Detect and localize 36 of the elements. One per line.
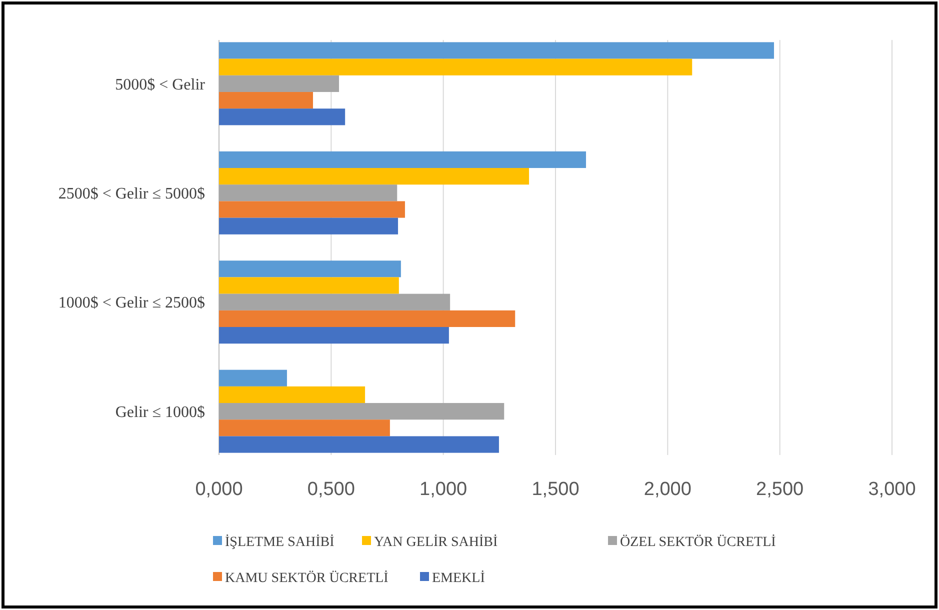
y-tick-label: 2500$ < Gelir ≤ 5000$ — [58, 185, 205, 202]
bar — [219, 92, 313, 109]
legend-label: YAN GELİR SAHİBİ — [374, 534, 498, 550]
y-tick-label: 5000$ < Gelir — [115, 76, 206, 94]
bar — [219, 310, 516, 328]
bar — [219, 277, 399, 294]
x-tick-label: 3,000 — [868, 479, 916, 500]
x-tick-label: 2,000 — [644, 479, 692, 500]
bar — [219, 370, 287, 386]
bar — [219, 420, 390, 436]
bar — [219, 42, 774, 59]
bar — [219, 201, 405, 218]
x-tick-label: 1,500 — [532, 479, 580, 500]
bar — [219, 436, 499, 453]
bar — [219, 75, 340, 92]
bar — [219, 168, 530, 185]
bar — [219, 108, 346, 126]
legend-label: KAMU SEKTÖR ÜCRETLİ — [225, 570, 389, 586]
bar — [219, 327, 449, 344]
bar — [219, 218, 398, 234]
bar — [219, 386, 366, 404]
bar — [219, 184, 398, 202]
bar — [219, 294, 450, 310]
legend-label: EMEKLİ — [432, 570, 486, 586]
x-tick-label: 0,000 — [195, 479, 243, 500]
bar — [219, 151, 586, 168]
bar — [219, 58, 692, 76]
legend-label: İŞLETME SAHİBİ — [225, 534, 335, 550]
y-tick-label: Gelir ≤ 1000$ — [115, 404, 205, 421]
bar — [219, 403, 504, 420]
legend-label: ÖZEL SEKTÖR ÜCRETLİ — [620, 534, 776, 550]
x-tick-label: 1,000 — [420, 479, 468, 500]
bar — [219, 260, 401, 278]
x-tick-label: 2,500 — [756, 479, 804, 500]
x-tick-label: 0,500 — [307, 479, 355, 500]
y-tick-label: 1000$ < Gelir ≤ 2500$ — [58, 294, 205, 312]
